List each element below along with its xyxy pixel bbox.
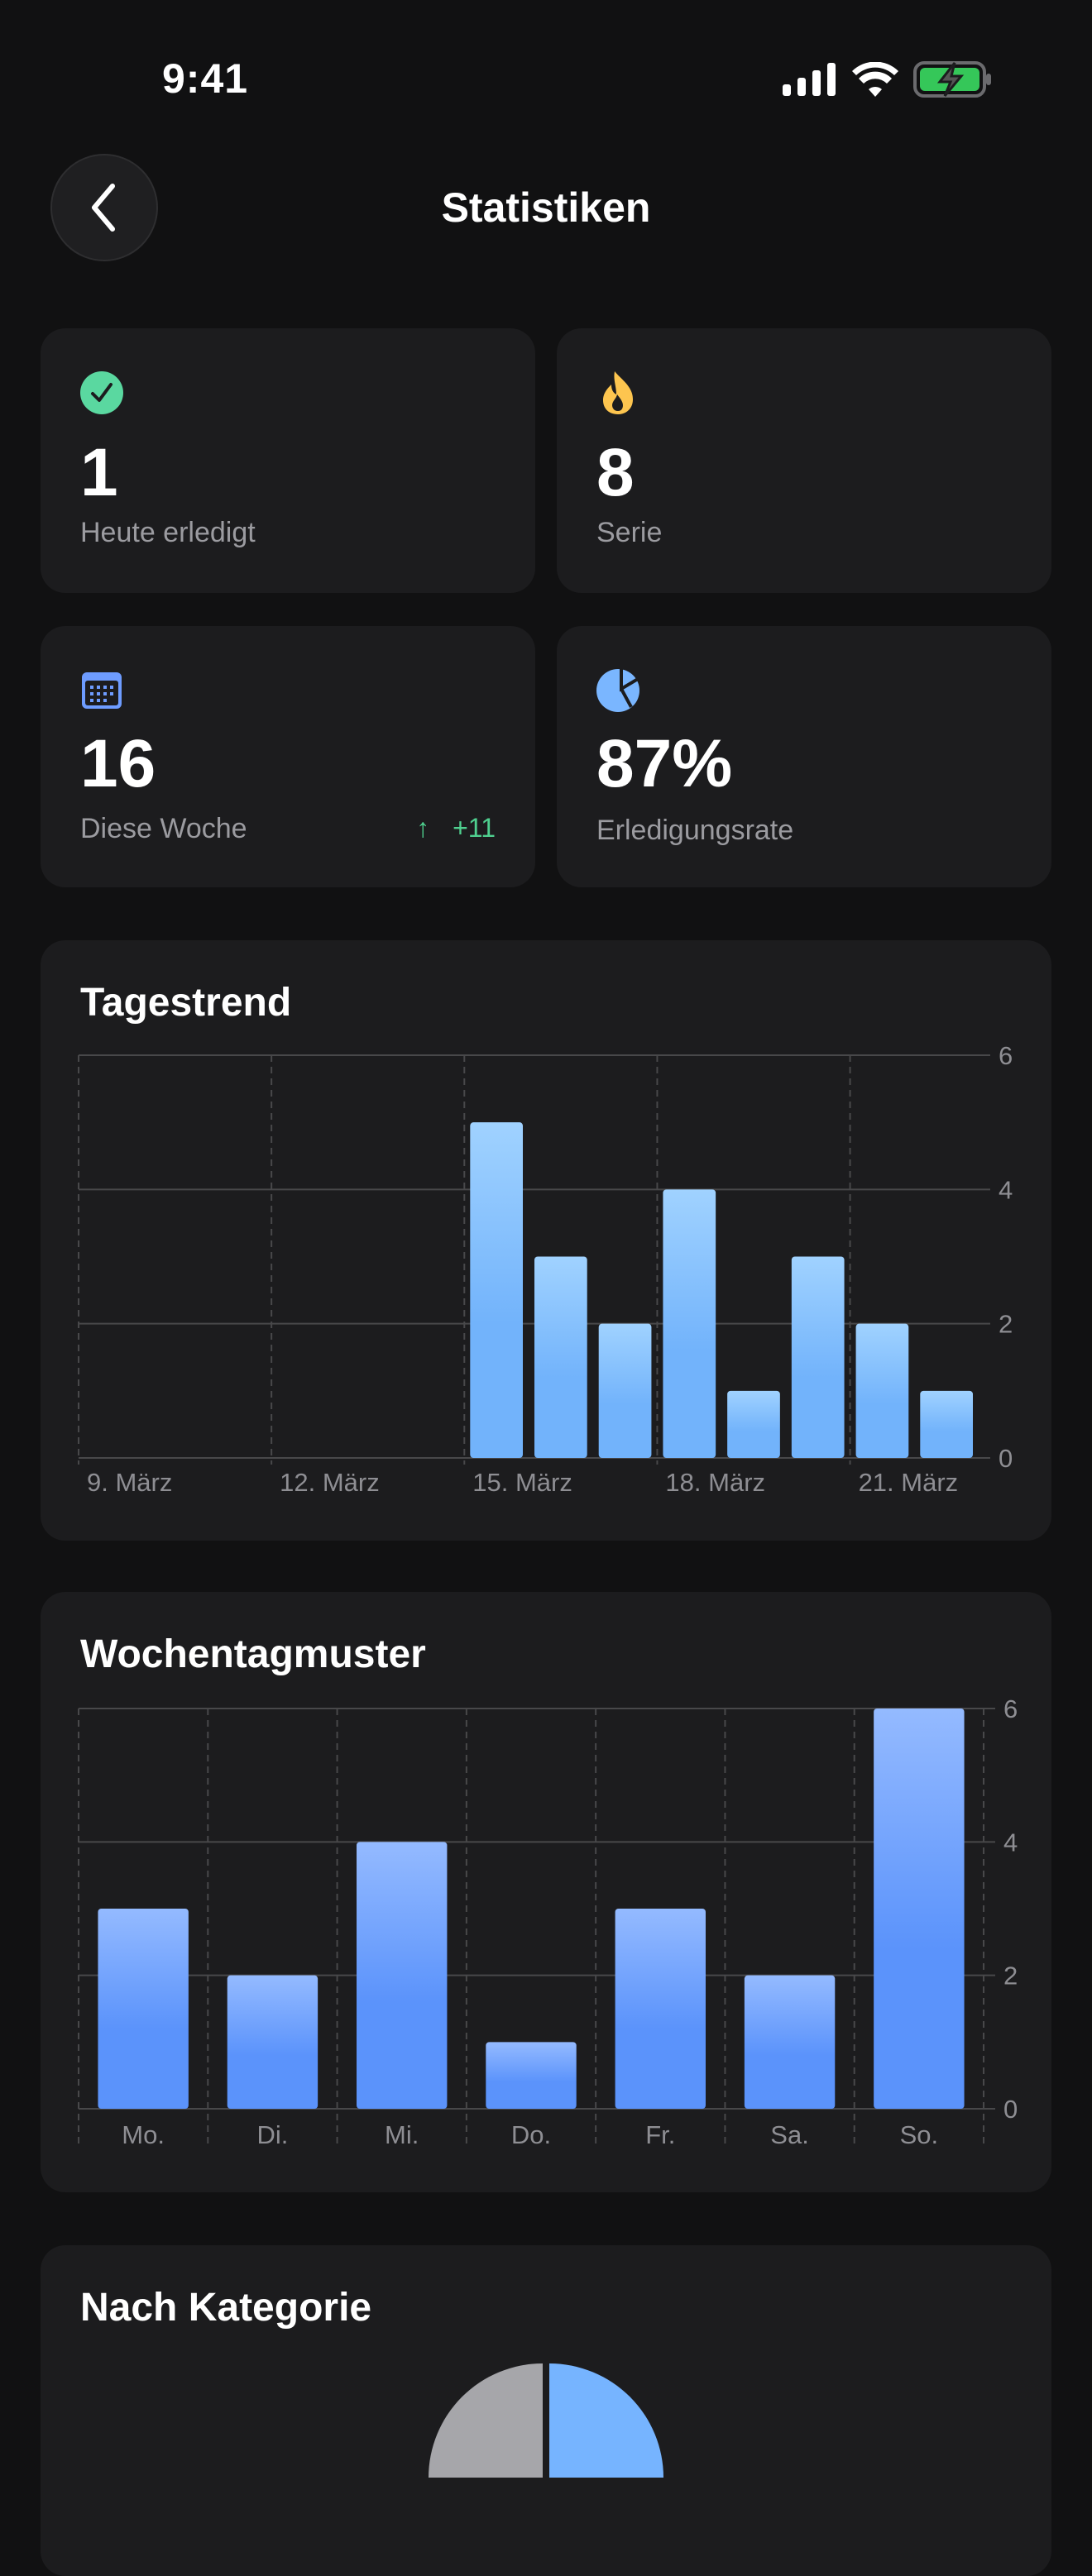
weekday-pattern-card: Wochentagmuster 0 2 4 6 Mo. Di. Mi. Do. Fr. Sa. So… [41,1592,1051,2192]
wifi-icon [852,62,898,97]
y-tick-label: 4 [999,1175,1013,1204]
y-tick-label: 0 [1003,2095,1018,2124]
stat-value: 1 [80,435,118,510]
y-tick-label: 6 [1003,1694,1018,1723]
y-tick-label: 6 [999,1041,1013,1070]
week-delta: ↑ +11 [416,813,496,844]
bar-22. März [920,1390,973,1458]
flame-icon [603,371,633,414]
bar-19. März [727,1390,780,1458]
bar-21. März [855,1323,909,1458]
status-time: 9:41 [162,55,249,102]
x-tick-label: 9. März [87,1468,172,1497]
stat-label: Erledigungsrate [596,815,794,846]
y-tick-label: 2 [1003,1962,1018,1991]
x-tick-label: 12. März [280,1468,380,1497]
stat-value: 16 [80,726,156,801]
category-card: Nach Kategorie [41,2245,1051,2576]
x-tick-label: Fr. [645,2120,675,2149]
bar-So. [874,1709,965,2109]
cellular-signal-icon [783,63,836,96]
category-pie-chart [429,2363,663,2478]
x-tick-label: Mo. [122,2120,165,2149]
stat-value: 87% [596,726,733,801]
bar-16. März [534,1256,587,1458]
bar-Do. [486,2042,577,2109]
bar-Fr. [615,1909,706,2109]
arrow-up-icon: ↑ [416,813,430,843]
pie-slice-blue [549,2363,663,2478]
x-tick-label: Sa. [770,2120,809,2149]
x-tick-label: Mi. [385,2120,419,2149]
stat-label: Diese Woche [80,813,247,844]
stat-card-today: 1 Heute erledigt [41,328,535,593]
bar-20. März [791,1256,845,1458]
bar-Di. [227,1975,318,2109]
bar-18. März [663,1189,716,1458]
pie-slice-gray [429,2363,543,2478]
stat-card-streak: 8 Serie [557,328,1051,593]
y-tick-label: 2 [999,1310,1013,1339]
calendar-icon [82,672,122,709]
delta-value: +11 [453,813,496,843]
y-tick-label: 0 [999,1444,1013,1473]
checkmark-circle-icon [80,371,123,414]
stat-card-week: 16 Diese Woche ↑ +11 [41,626,535,887]
stat-label: Serie [596,517,663,548]
bar-Mo. [98,1909,189,2109]
section-title: Tagestrend [80,981,292,1025]
y-tick-label: 4 [1003,1828,1018,1857]
bar-15. März [470,1122,523,1458]
section-title: Wochentagmuster [80,1632,426,1676]
battery-charging-icon [913,61,991,98]
stat-label: Heute erledigt [80,517,256,548]
status-icons [783,61,993,98]
bar-17. März [598,1323,652,1458]
chevron-left-icon [92,184,115,232]
pie-chart-icon [596,669,639,712]
x-tick-label: 21. März [859,1468,959,1497]
page-title: Statistiken [441,184,651,231]
x-tick-label: 15. März [472,1468,572,1497]
daily-trend-chart: 0 2 4 6 9. März 12. März 15. März 18. März 21. M… [78,1041,1013,1497]
stat-card-completion-rate: 87% Erledigungsrate [557,626,1051,887]
stat-value: 8 [596,435,635,510]
daily-trend-card: Tagestrend 0 2 4 6 9. März 12. März 15. März 18… [41,940,1051,1541]
weekday-pattern-chart: 0 2 4 6 Mo. Di. Mi. Do. Fr. Sa. So. [78,1694,1018,2149]
section-title: Nach Kategorie [80,2286,372,2330]
x-tick-label: So. [900,2120,939,2149]
bar-Mi. [357,1842,448,2109]
back-button[interactable] [50,154,158,261]
x-tick-label: Di. [256,2120,288,2149]
x-tick-label: Do. [511,2120,551,2149]
bar-Sa. [744,1975,836,2109]
x-tick-label: 18. März [665,1468,765,1497]
